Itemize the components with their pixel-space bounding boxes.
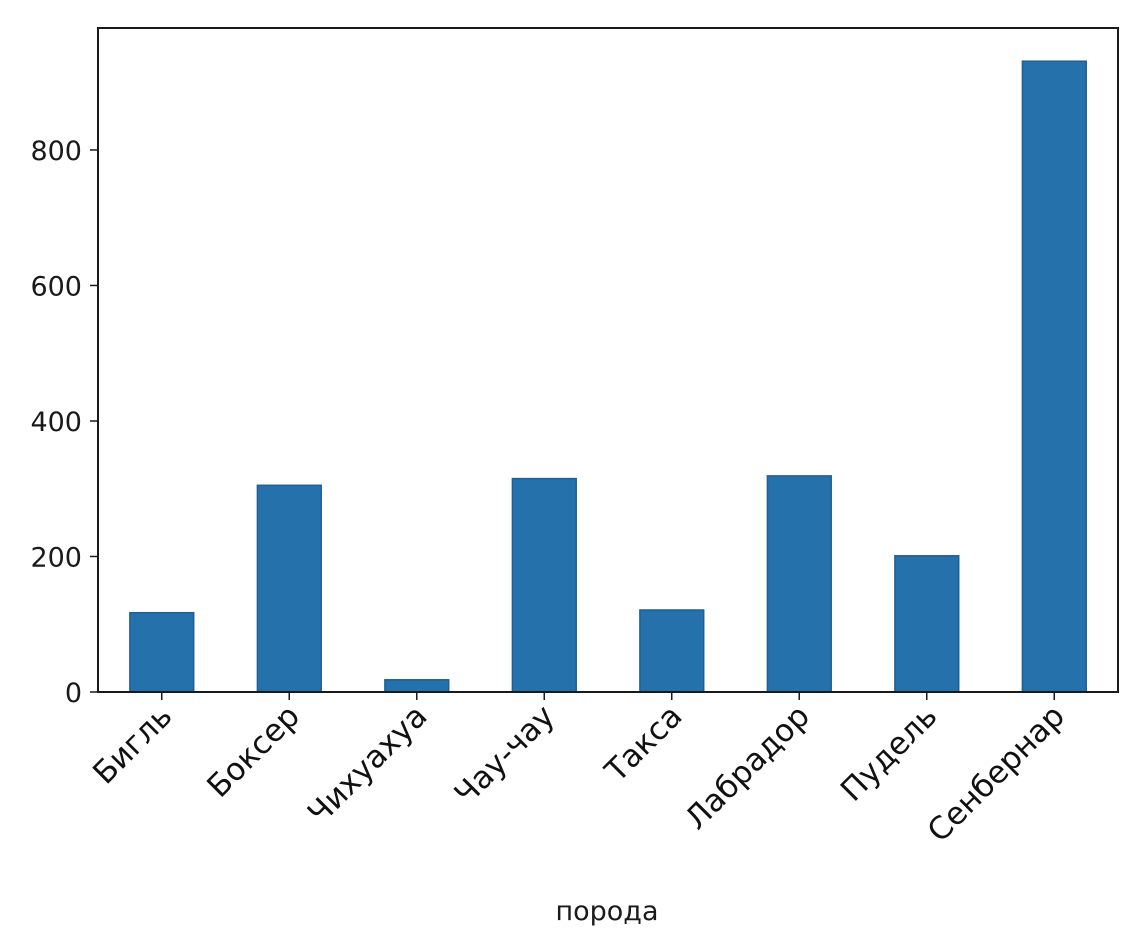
y-tick-label: 200 (30, 542, 82, 573)
x-tick-label: Пудель (834, 698, 944, 808)
x-tick-label: Боксер (200, 698, 307, 805)
y-tick-label: 800 (30, 136, 82, 167)
bar-6 (766, 475, 832, 693)
x-tick-label: Лабрадор (678, 698, 817, 837)
bar-2 (256, 484, 322, 693)
y-axis: 0 200 400 600 800 (30, 136, 98, 709)
bar-8 (1021, 60, 1087, 693)
bars-group (129, 60, 1087, 693)
y-tick-label: 400 (30, 407, 82, 438)
y-tick-label: 600 (30, 271, 82, 302)
x-tick-label: Чихуахуа (301, 698, 434, 831)
x-tick-label: Бигль (86, 698, 179, 791)
x-tick-label: Такса (598, 698, 690, 790)
bar-3 (384, 679, 450, 693)
bar-1 (129, 611, 195, 693)
plot-frame (97, 27, 1119, 693)
bar-7 (894, 555, 960, 693)
x-tick-label: Чау-чау (448, 698, 562, 812)
bar-4 (511, 477, 577, 693)
bar-5 (639, 609, 705, 693)
x-tick-label: Сенбернар (921, 698, 1072, 849)
x-axis-label: порода (555, 896, 658, 927)
y-tick-label: 0 (65, 678, 82, 709)
